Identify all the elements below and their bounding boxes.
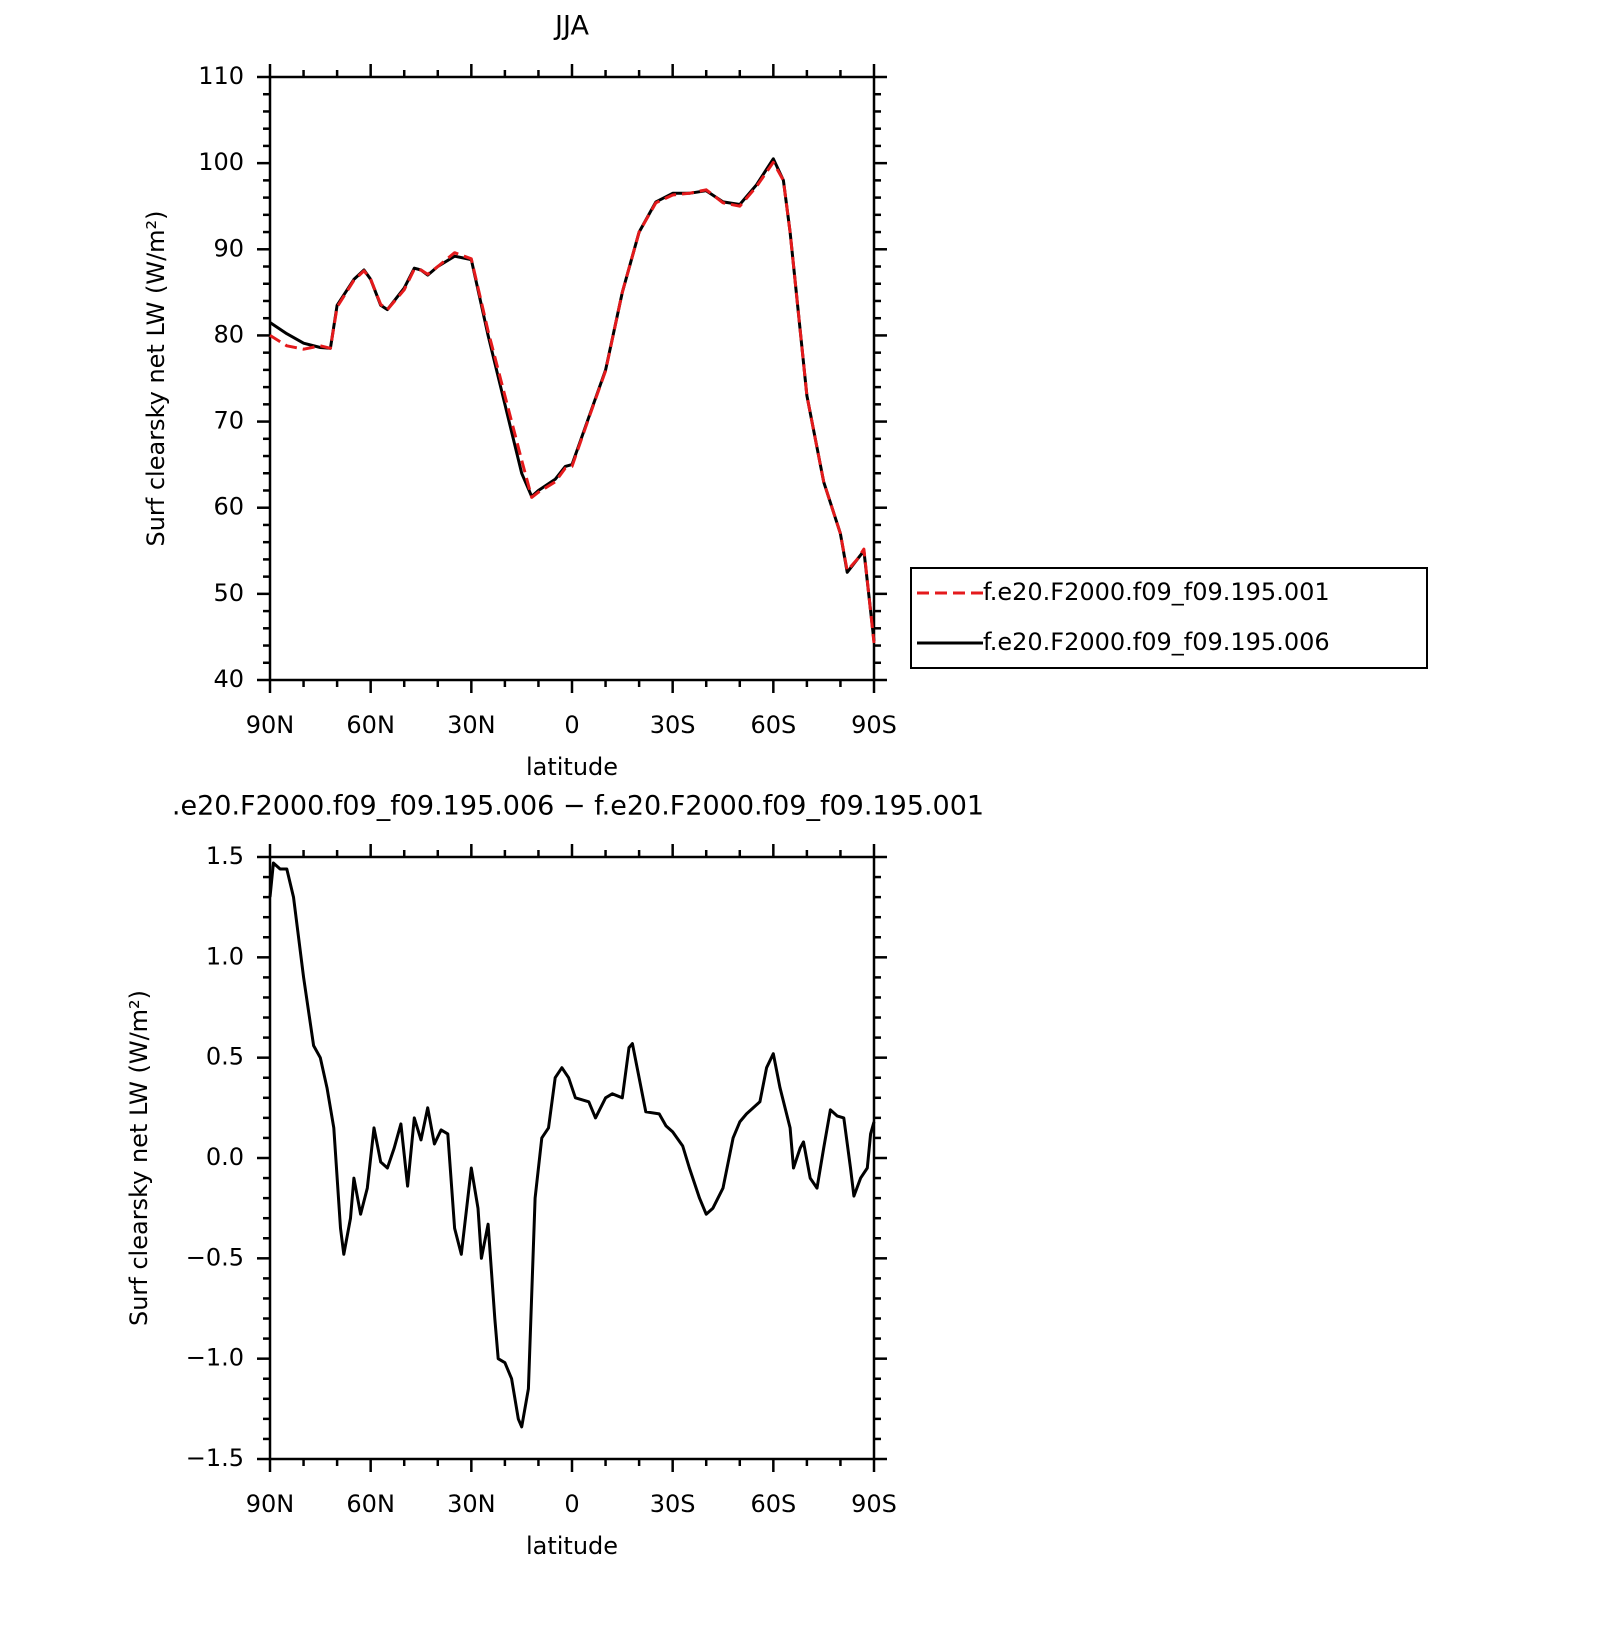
x-tick-label: 60N	[346, 1490, 395, 1518]
plot-frame	[268, 855, 876, 1461]
plot-frame	[268, 75, 876, 682]
x-tick-label: 60N	[346, 711, 395, 739]
x-tick-label: 30S	[650, 1490, 696, 1518]
y-tick-label: 70	[213, 407, 244, 435]
x-tick-label: 60S	[750, 1490, 796, 1518]
legend-label: f.e20.F2000.f09_f09.195.006	[983, 628, 1330, 656]
legend-box	[910, 567, 1428, 669]
data-line	[268, 861, 876, 1429]
y-tick-label: −1.0	[186, 1344, 244, 1372]
y-tick-label: −0.5	[186, 1243, 244, 1271]
x-tick-label: 30N	[447, 1490, 496, 1518]
y-tick-label: 90	[213, 234, 244, 262]
x-tick-label: 90S	[851, 1490, 897, 1518]
legend-label: f.e20.F2000.f09_f09.195.001	[983, 578, 1330, 606]
y-tick-label: 1.0	[206, 942, 244, 970]
y-tick-label: 60	[213, 493, 244, 521]
x-tick-label: 30S	[650, 711, 696, 739]
data-line	[269, 160, 876, 644]
x-tick-label: 60S	[750, 711, 796, 739]
chart-title: .e20.F2000.f09_f09.195.006 − f.e20.F2000…	[172, 791, 984, 822]
y-tick-label: 80	[213, 320, 244, 348]
x-axis-label: latitude	[526, 753, 618, 781]
y-axis-label: Surf clearsky net LW (W/m²)	[142, 210, 170, 546]
y-tick-label: 1.5	[206, 842, 244, 870]
y-tick-label: 50	[213, 579, 244, 607]
y-tick-label: 100	[198, 148, 244, 176]
y-axis-label: Surf clearsky net LW (W/m²)	[125, 990, 153, 1326]
x-tick-label: 30N	[447, 711, 496, 739]
y-tick-label: 0.0	[206, 1143, 244, 1171]
data-line	[269, 157, 876, 642]
chart-title: JJA	[553, 11, 589, 42]
x-axis-label: latitude	[526, 1532, 618, 1560]
y-tick-label: 0.5	[206, 1043, 244, 1071]
x-tick-label: 90S	[851, 711, 897, 739]
y-tick-label: −1.5	[186, 1444, 244, 1472]
y-tick-label: 40	[213, 665, 244, 693]
y-tick-label: 110	[198, 62, 244, 90]
x-tick-label: 0	[564, 711, 579, 739]
x-tick-label: 90N	[246, 1490, 295, 1518]
x-tick-label: 90N	[246, 711, 295, 739]
x-tick-label: 0	[564, 1490, 579, 1518]
